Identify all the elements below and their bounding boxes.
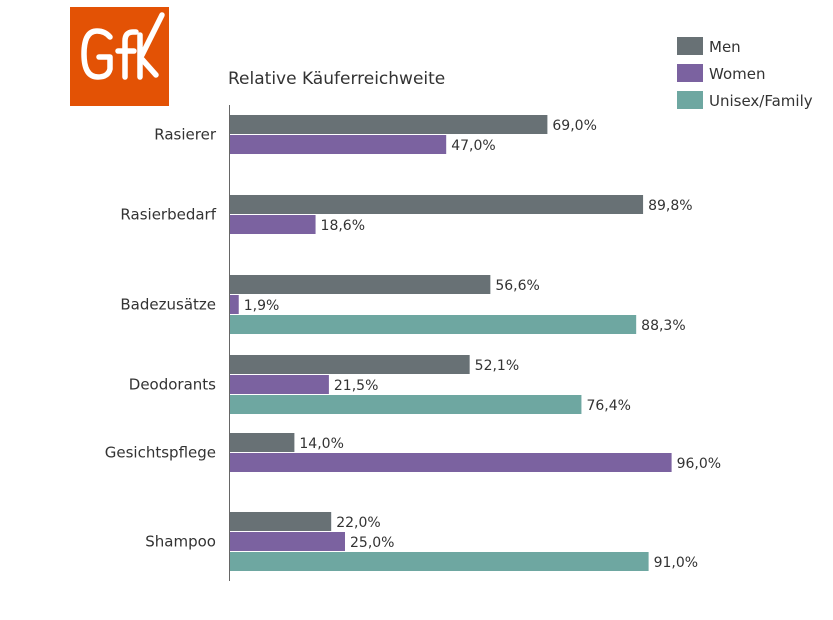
data-label: 69,0%	[552, 118, 596, 134]
data-label: 25,0%	[350, 535, 394, 551]
bar	[230, 395, 582, 414]
gfk-logo	[70, 7, 169, 106]
logo-letter-k	[137, 12, 165, 80]
data-label: 22,0%	[336, 515, 380, 531]
bar	[230, 115, 548, 134]
legend-swatch	[677, 64, 703, 82]
bar	[230, 135, 447, 154]
bar	[230, 215, 316, 234]
bar	[230, 315, 637, 334]
category-label: Rasierbedarf	[120, 206, 216, 224]
bar	[230, 295, 239, 314]
data-label: 21,5%	[334, 378, 378, 394]
bars-group: 69,0% 47,0% 89,8% 18,6% 56,6% 1,9% 88,3% 52,1% 2…	[230, 115, 721, 571]
data-label: 89,8%	[648, 198, 692, 214]
legend-label: Men	[709, 38, 741, 56]
category-label: Rasierer	[154, 126, 217, 144]
bar	[230, 433, 295, 452]
data-label: 91,0%	[654, 555, 698, 571]
legend: Men Women Unisex/Family	[677, 37, 813, 110]
bar	[230, 355, 470, 374]
data-label: 14,0%	[299, 436, 343, 452]
bar	[230, 512, 332, 531]
category-label: Deodorants	[129, 376, 216, 394]
data-label: 88,3%	[641, 318, 685, 334]
bar	[230, 532, 345, 551]
legend-swatch	[677, 37, 703, 55]
logo-letter-g	[81, 28, 113, 80]
bar	[230, 375, 329, 394]
data-label: 52,1%	[475, 358, 519, 374]
data-label: 96,0%	[677, 456, 721, 472]
data-label: 47,0%	[451, 138, 495, 154]
data-label: 56,6%	[495, 278, 539, 294]
legend-swatch	[677, 91, 703, 109]
category-label: Gesichtspflege	[105, 444, 216, 462]
category-labels: Rasierer Rasierbedarf Badezusätze Deodorant…	[105, 126, 217, 551]
bar	[230, 275, 491, 294]
category-label: Shampoo	[145, 533, 216, 551]
chart-title: Relative Käuferreichweite	[228, 69, 445, 89]
logo-letter-f	[115, 29, 139, 80]
data-label: 18,6%	[321, 218, 365, 234]
bar	[230, 453, 672, 472]
data-label: 76,4%	[586, 398, 630, 414]
bar	[230, 195, 644, 214]
legend-label: Women	[709, 65, 765, 83]
data-label: 1,9%	[244, 298, 280, 314]
category-label: Badezusätze	[120, 296, 216, 314]
legend-label: Unisex/Family	[709, 92, 813, 110]
bar	[230, 552, 649, 571]
